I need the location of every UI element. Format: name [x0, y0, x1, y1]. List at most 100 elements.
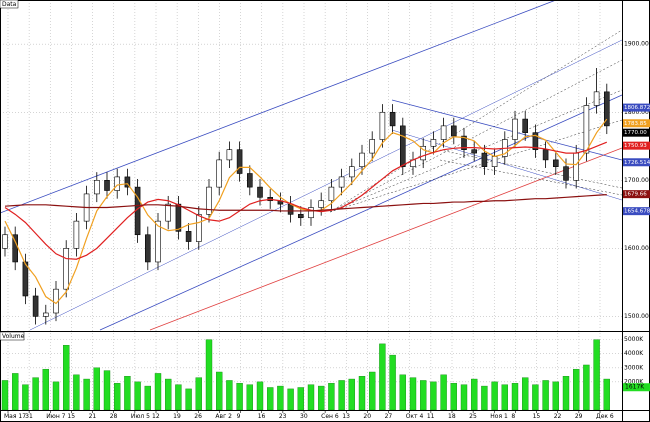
- candle-body: [2, 234, 8, 249]
- x-tick-label: 13: [342, 413, 350, 420]
- candle-body: [542, 149, 549, 161]
- volume-bar: [430, 381, 437, 411]
- candle-body: [104, 180, 110, 191]
- volume-bar: [144, 385, 152, 411]
- volume-bar: [593, 339, 600, 411]
- volume-bar: [399, 374, 406, 411]
- volume-bar: [113, 383, 121, 411]
- volume-bar: [379, 343, 386, 411]
- price-marker-label: 1783.85: [624, 121, 647, 127]
- candle-body: [603, 91, 610, 127]
- candle-body: [247, 173, 253, 188]
- candle-body: [593, 91, 600, 106]
- volume-bar: [583, 364, 590, 411]
- x-tick-label: Окт 4: [406, 413, 424, 420]
- candle-body: [399, 125, 406, 168]
- volume-bar: [267, 387, 274, 411]
- candle-body: [155, 220, 161, 263]
- volume-bar: [32, 377, 39, 411]
- volume-bar: [307, 384, 315, 411]
- candle-body: [145, 234, 151, 263]
- candle-body: [22, 261, 29, 297]
- x-tick-label: Ноя 1: [490, 413, 508, 420]
- candle-body: [236, 149, 243, 174]
- plot: [1, 68, 610, 411]
- candle-body: [430, 139, 437, 147]
- candle-body: [175, 203, 182, 232]
- x-tick-label: 16: [258, 413, 266, 420]
- trend-lines: [0, 0, 623, 331]
- candle-body: [379, 111, 386, 140]
- x-tick-label: Июн 7: [46, 413, 65, 420]
- y-tick-label: 1700.00: [624, 177, 649, 184]
- y-tick-label: 1500.00: [624, 313, 649, 320]
- x-tick-label: Июл 5: [131, 413, 150, 420]
- candle-body: [32, 295, 39, 317]
- volume-bar: [287, 388, 294, 411]
- panel-title: Volume: [2, 333, 25, 340]
- volume-bar: [420, 380, 427, 411]
- price-marker: [623, 119, 650, 128]
- candle-body: [522, 118, 529, 133]
- y-tick-label: 5000K: [624, 336, 644, 343]
- volume-marker-label: 1617K: [625, 384, 645, 391]
- candle-body: [165, 203, 171, 222]
- candle-body: [369, 139, 376, 154]
- volume-bar: [73, 374, 80, 411]
- volume-bar: [277, 385, 284, 411]
- volume-bar: [154, 373, 162, 411]
- candle-body: [532, 132, 539, 150]
- volume-bar: [409, 377, 417, 411]
- price-marker: [623, 103, 650, 112]
- volume-bar: [358, 376, 366, 411]
- volume-bar: [471, 378, 478, 411]
- moving-average: [4, 193, 607, 212]
- candle-body: [491, 156, 498, 168]
- volume-bar: [164, 378, 172, 411]
- volume-bar: [542, 380, 549, 411]
- candle-body: [42, 312, 49, 317]
- x-tick-label: 23: [279, 413, 287, 420]
- candle-body: [216, 159, 222, 188]
- volume-bar: [501, 384, 508, 411]
- candle-body: [481, 152, 488, 168]
- volume-bar: [573, 368, 580, 411]
- x-tick-label: Сен 6: [321, 413, 339, 420]
- volume-bar: [93, 367, 101, 411]
- candle-body: [583, 105, 590, 154]
- volume-bar: [389, 354, 396, 411]
- x-tick-label: 26: [194, 413, 202, 420]
- price-marker-label: 1726.5146: [624, 160, 650, 166]
- price-marker: [623, 128, 650, 137]
- volume-bar: [562, 376, 570, 411]
- price-marker-label: 1679.66: [624, 192, 647, 198]
- volume-bar: [532, 384, 539, 411]
- x-tick-label: 25: [469, 413, 477, 420]
- x-tick-label: 29: [575, 413, 583, 420]
- panel-title: Data: [2, 1, 17, 8]
- x-tick-label: 27: [385, 413, 393, 420]
- x-tick-label: 11: [427, 413, 435, 420]
- volume-bar: [369, 371, 376, 411]
- y-tick-label: 1900.00: [624, 41, 649, 48]
- moving-average: [4, 118, 608, 305]
- x-tick-label: 28: [110, 413, 118, 420]
- price-marker-label: 1654.6786: [624, 209, 650, 215]
- volume-bar: [22, 384, 29, 411]
- candle-body: [328, 186, 335, 202]
- x-tick-label: 30: [300, 413, 308, 420]
- price-marker-label: 1770.00: [624, 130, 647, 136]
- volume-bar: [297, 387, 304, 411]
- panel-label-box: [0, 0, 19, 9]
- candle-body: [359, 152, 365, 168]
- volume-bar: [185, 388, 192, 411]
- candle-body: [124, 176, 131, 188]
- candle-body: [348, 166, 355, 178]
- candle-body: [297, 214, 304, 219]
- volume-bar: [522, 377, 529, 411]
- volume-bar: [460, 384, 468, 411]
- y-tick-label: 1800.00: [624, 109, 649, 116]
- panel-label-box: [0, 331, 25, 341]
- volume-bar: [226, 380, 233, 411]
